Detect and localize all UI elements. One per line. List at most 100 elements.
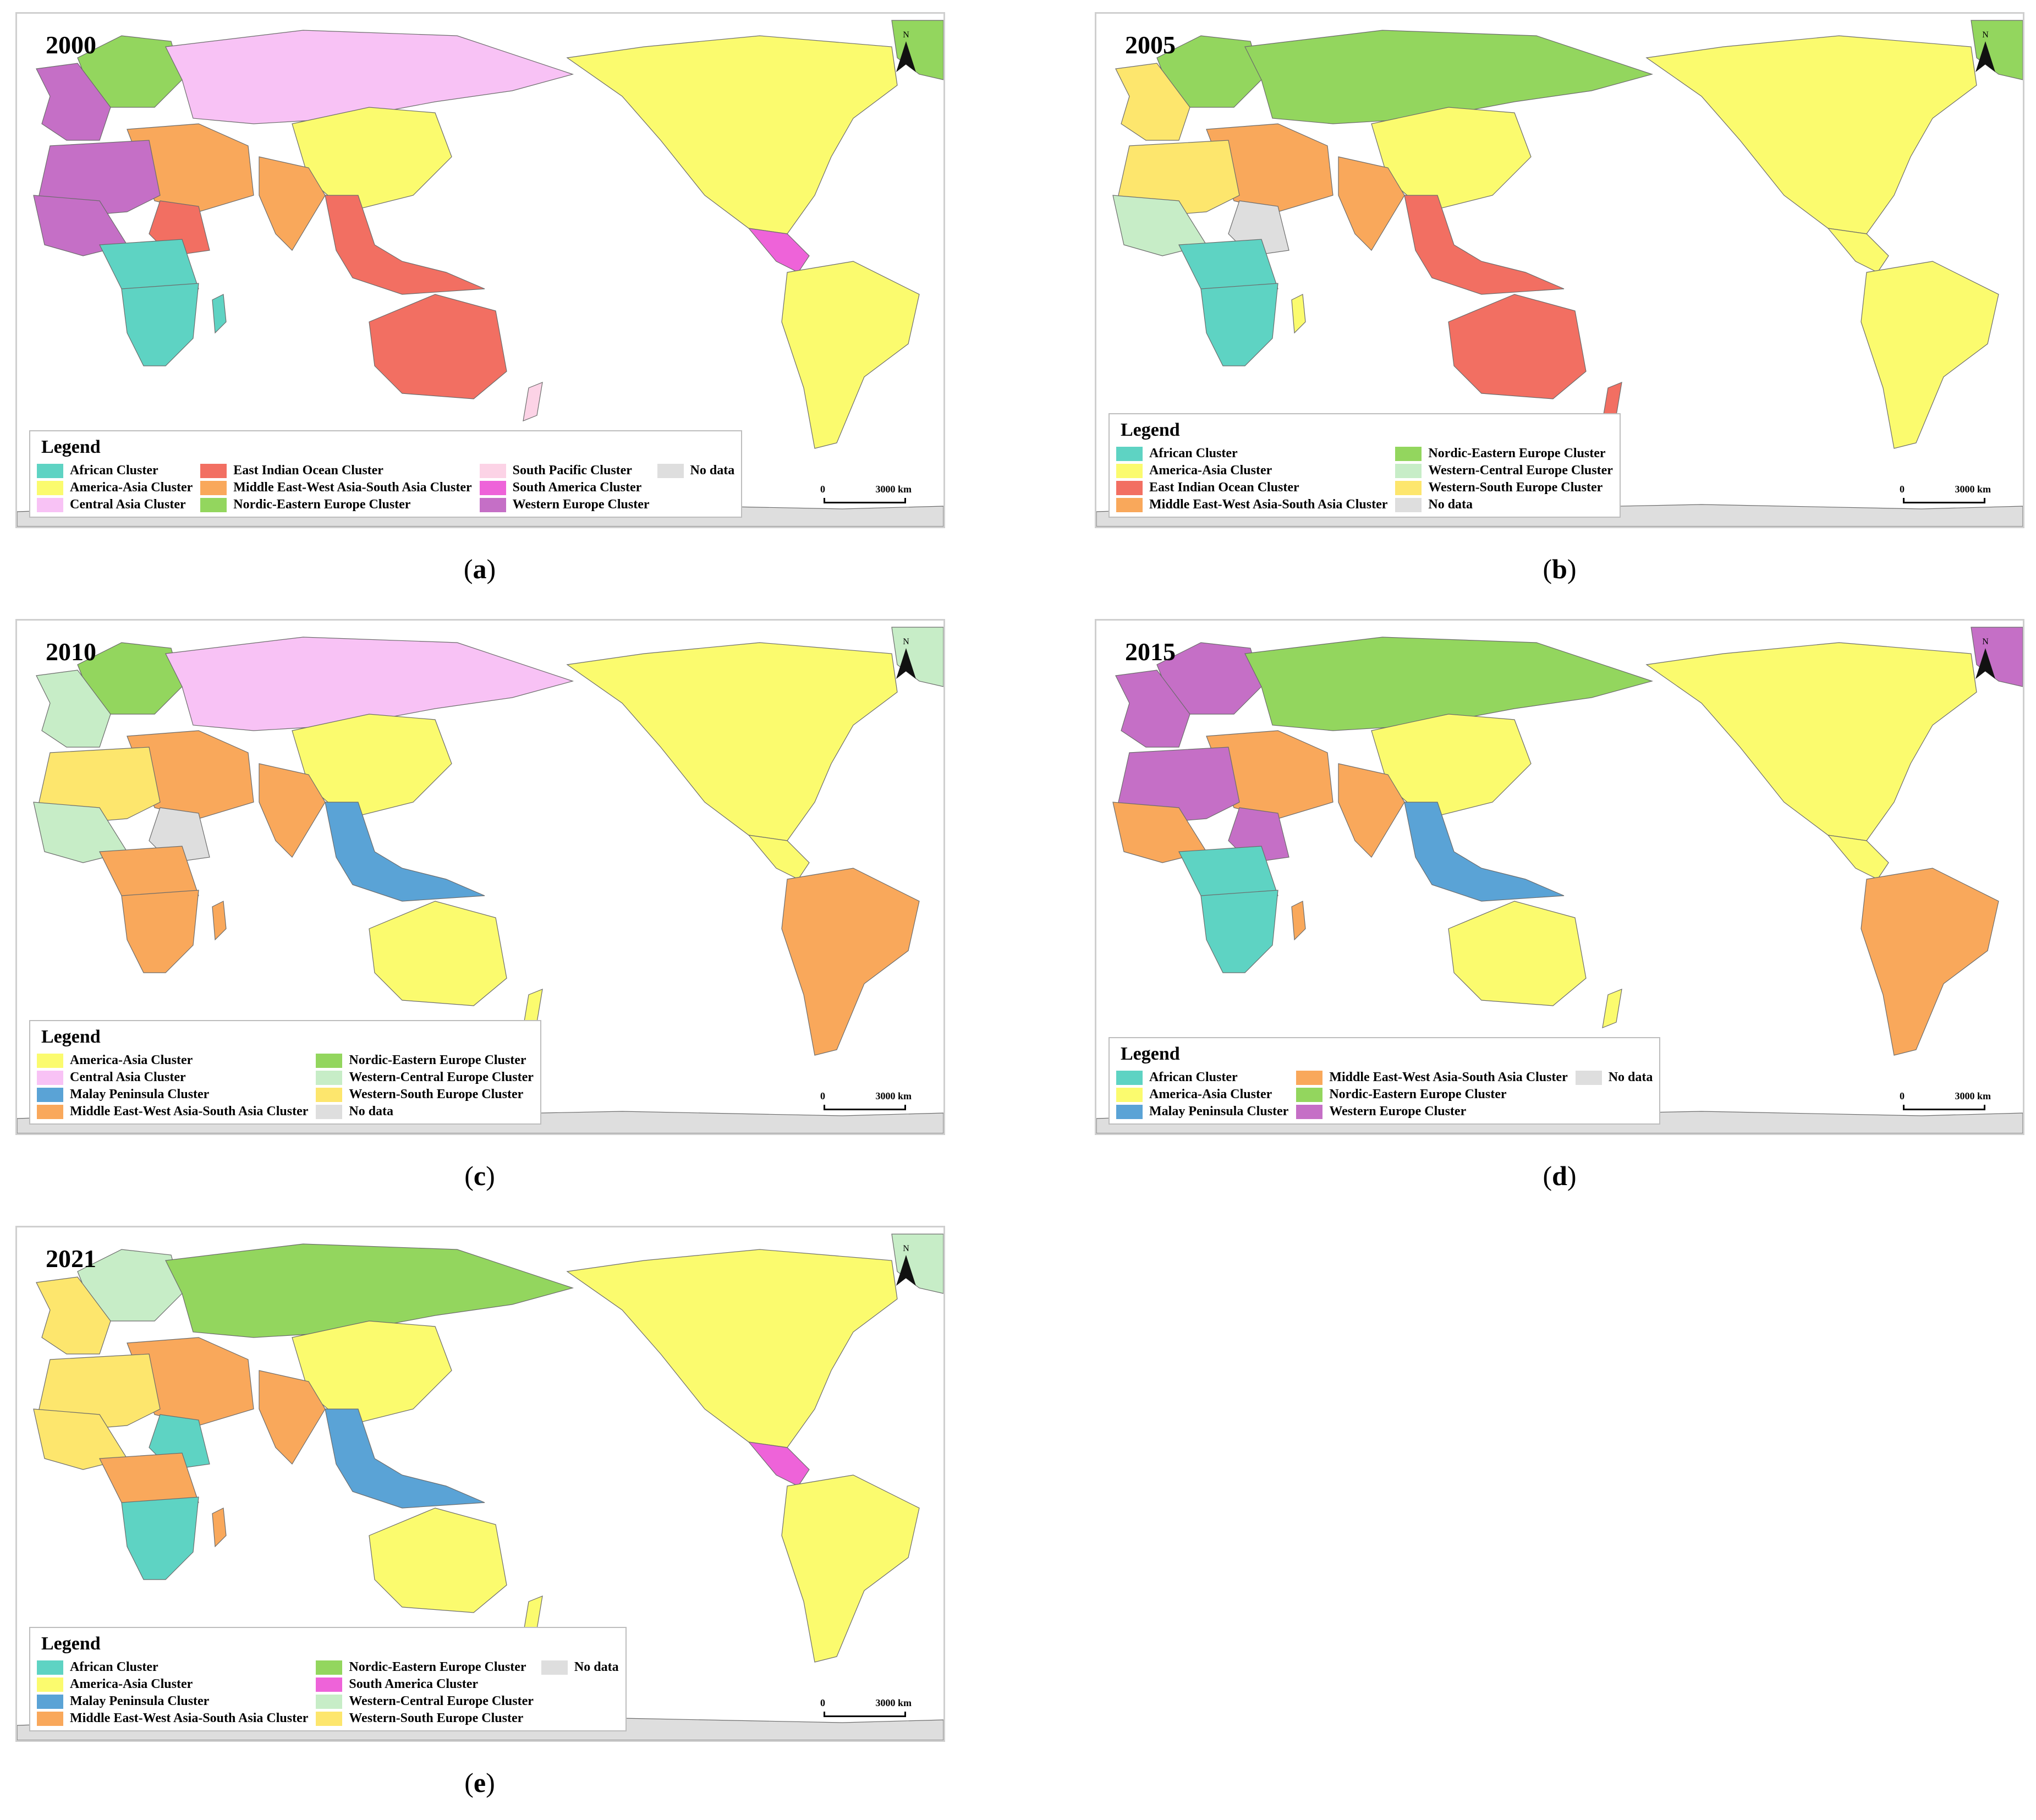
world-map bbox=[17, 1234, 943, 1740]
map-panel-2015: 2015 N 0 3000 km Legend African Cluster Americ… bbox=[1095, 619, 2024, 1135]
legend-item: Middle East-West Asia-South Asia Cluster bbox=[1296, 1070, 1568, 1085]
caption-d: (d) bbox=[1543, 1160, 1577, 1191]
legend-swatch bbox=[316, 1711, 343, 1726]
legend-item: Western Europe Cluster bbox=[479, 497, 650, 512]
legend: Legend America-Asia Cluster Central Asia C… bbox=[29, 1020, 541, 1125]
region-madagascar bbox=[212, 901, 227, 941]
scale-end-label: 3000 km bbox=[1955, 484, 1991, 495]
caption-b: (b) bbox=[1543, 553, 1577, 584]
region-western-europe bbox=[36, 1276, 111, 1355]
map-panel-2010: 2010 N 0 3000 km Legend America-Asia Cluster C… bbox=[15, 619, 945, 1135]
legend-label: America-Asia Cluster bbox=[1149, 1087, 1272, 1101]
scale-end-label: 3000 km bbox=[875, 1697, 912, 1708]
legend-item: East Indian Ocean Cluster bbox=[200, 463, 471, 478]
legend-swatch bbox=[1395, 480, 1422, 495]
region-india bbox=[1338, 763, 1405, 858]
legend-label: African Cluster bbox=[70, 463, 158, 478]
legend-label: Western-Central Europe Cluster bbox=[349, 1694, 534, 1708]
legend-swatch bbox=[316, 1087, 343, 1102]
legend-item: Malay Peninsula Cluster bbox=[37, 1087, 308, 1102]
legend-swatch bbox=[1296, 1104, 1323, 1119]
region-southern-africa bbox=[121, 890, 199, 973]
legend: Legend African Cluster America-Asia Cluste… bbox=[1108, 413, 1621, 518]
legend-swatch bbox=[1116, 480, 1143, 495]
legend: Legend African Cluster America-Asia Cluste… bbox=[1108, 1037, 1661, 1125]
legend-label: Malay Peninsula Cluster bbox=[1149, 1104, 1289, 1119]
legend-swatch bbox=[479, 463, 506, 478]
legend-swatch bbox=[316, 1660, 343, 1675]
region-india bbox=[259, 763, 326, 858]
region-western-europe bbox=[1115, 63, 1190, 141]
legend-swatch bbox=[37, 1694, 63, 1709]
legend-label: African Cluster bbox=[70, 1660, 158, 1674]
legend-item: America-Asia Cluster bbox=[37, 1053, 308, 1068]
scale-start-label: 0 bbox=[820, 484, 825, 495]
legend-item: Nordic-Eastern Europe Cluster bbox=[200, 497, 471, 512]
region-greenland bbox=[1971, 20, 2023, 80]
legend-label: Western-Central Europe Cluster bbox=[1428, 463, 1613, 478]
legend-label: America-Asia Cluster bbox=[1149, 463, 1272, 478]
region-india bbox=[259, 156, 326, 251]
region-se-asia bbox=[1404, 195, 1565, 295]
legend-swatch bbox=[1116, 1070, 1143, 1085]
legend-item: African Cluster bbox=[1116, 1070, 1288, 1085]
legend-label: Nordic-Eastern Europe Cluster bbox=[349, 1053, 526, 1067]
legend-swatch bbox=[37, 1087, 63, 1102]
legend-label: East Indian Ocean Cluster bbox=[1149, 480, 1299, 495]
legend-label: African Cluster bbox=[1149, 1070, 1238, 1084]
legend-item: America-Asia Cluster bbox=[1116, 463, 1387, 478]
legend-item: America-Asia Cluster bbox=[1116, 1087, 1288, 1102]
year-label: 2005 bbox=[1125, 31, 1176, 59]
legend-swatch bbox=[200, 497, 227, 512]
region-greenland bbox=[891, 1234, 943, 1294]
legend-item: Western-South Europe Cluster bbox=[1395, 480, 1613, 495]
legend-label: America-Asia Cluster bbox=[70, 1677, 193, 1691]
legend-item: Malay Peninsula Cluster bbox=[1116, 1104, 1288, 1119]
legend-item: East Indian Ocean Cluster bbox=[1116, 480, 1387, 495]
year-label: 2021 bbox=[46, 1245, 96, 1273]
legend-title: Legend bbox=[41, 1027, 101, 1047]
region-madagascar bbox=[1291, 294, 1306, 334]
region-western-europe bbox=[1115, 670, 1190, 748]
legend-item: Middle East-West Asia-South Asia Cluster bbox=[1116, 497, 1387, 512]
year-label: 2000 bbox=[46, 31, 96, 59]
legend-swatch bbox=[316, 1104, 343, 1119]
legend-item: Nordic-Eastern Europe Cluster bbox=[316, 1053, 534, 1068]
legend-item: South America Cluster bbox=[316, 1677, 534, 1692]
scale-bar: 0 3000 km bbox=[820, 1090, 912, 1112]
legend-swatch bbox=[200, 463, 227, 478]
scale-bar: 0 3000 km bbox=[1900, 484, 1991, 506]
region-south-america bbox=[781, 261, 920, 449]
region-southern-africa bbox=[1200, 890, 1278, 973]
legend-label: America-Asia Cluster bbox=[70, 480, 193, 495]
legend-item: Western-Central Europe Cluster bbox=[316, 1070, 534, 1085]
region-india bbox=[259, 1370, 326, 1465]
caption-letter-d: d bbox=[1552, 1160, 1567, 1191]
north-arrow-icon: N bbox=[894, 637, 918, 681]
legend-label: Western-South Europe Cluster bbox=[349, 1711, 524, 1725]
legend-item: Malay Peninsula Cluster bbox=[37, 1694, 308, 1709]
scale-bar: 0 3000 km bbox=[820, 1697, 912, 1719]
legend-item: Middle East-West Asia-South Asia Cluster bbox=[200, 480, 472, 495]
legend-item: America-Asia Cluster bbox=[37, 480, 193, 495]
legend-item: African Cluster bbox=[37, 1660, 308, 1675]
north-arrow-icon: N bbox=[894, 1244, 918, 1288]
legend-label: Malay Peninsula Cluster bbox=[70, 1694, 210, 1708]
legend-swatch bbox=[1116, 1104, 1143, 1119]
region-greenland bbox=[1971, 627, 2023, 687]
region-central-america bbox=[1827, 835, 1889, 880]
legend-item: No data bbox=[1575, 1070, 1653, 1085]
caption-letter-c: c bbox=[473, 1160, 486, 1191]
region-greenland bbox=[891, 627, 943, 687]
legend-item: Western-South Europe Cluster bbox=[316, 1087, 534, 1102]
scale-start-label: 0 bbox=[820, 1697, 825, 1708]
north-label: N bbox=[1982, 637, 1989, 646]
legend-swatch bbox=[1296, 1087, 1323, 1102]
north-label: N bbox=[1982, 30, 1989, 40]
legend-swatch bbox=[479, 480, 506, 495]
region-south-america bbox=[1861, 868, 1999, 1056]
legend-swatch bbox=[1395, 446, 1422, 461]
legend-label: Middle East-West Asia-South Asia Cluster bbox=[70, 1711, 309, 1725]
region-russia bbox=[165, 1243, 574, 1338]
region-central-america bbox=[748, 1441, 810, 1487]
